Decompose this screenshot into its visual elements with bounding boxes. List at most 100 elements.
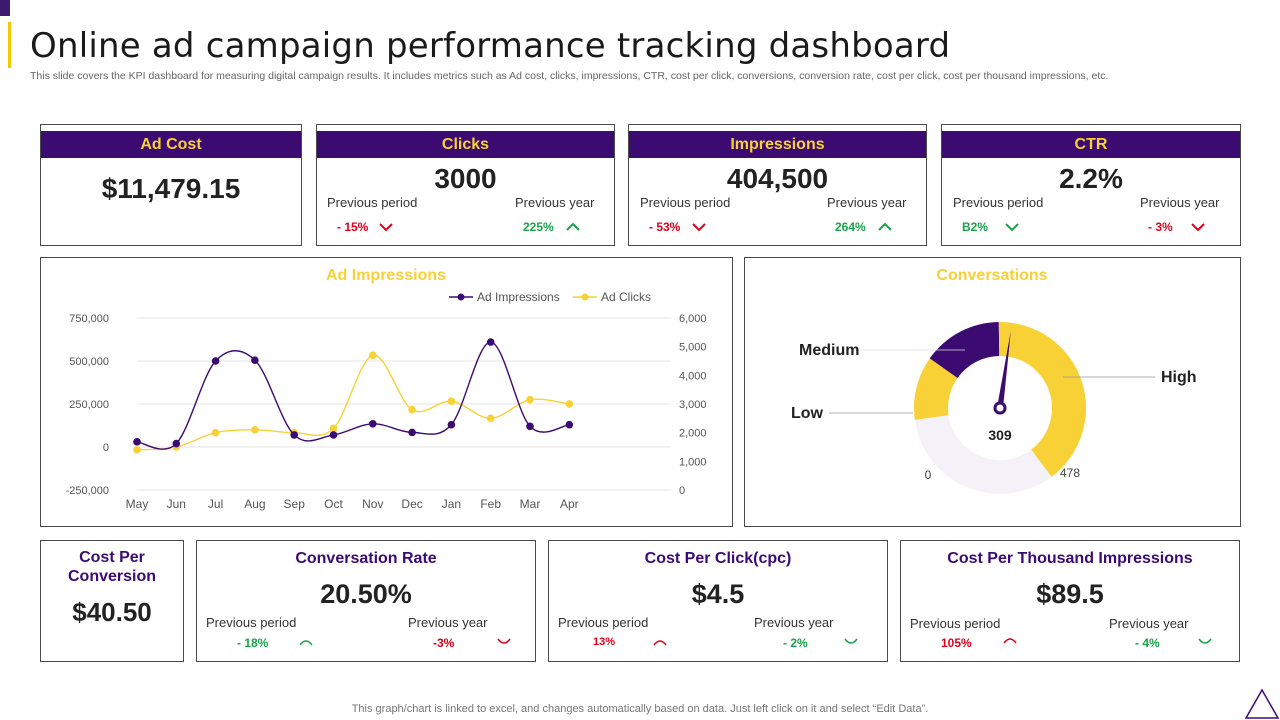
chevron-down-icon [1005, 223, 1019, 232]
cost-per-conversion-value: $40.50 [72, 597, 152, 627]
chevron-down-icon [1198, 638, 1212, 644]
cost-per-click-prev-year-value: - 2% [783, 636, 808, 650]
gauge-min-label: 0 [925, 468, 932, 482]
ad-impressions-panel: Ad Impressions Ad Impressions Ad Clicks 750… [40, 257, 733, 527]
cost-per-click-value: $4.5 [691, 579, 745, 609]
x-tick-label: Mar [520, 497, 541, 511]
cost-per-click-title: Cost Per Click(cpc) [644, 550, 792, 567]
chevron-up-icon [653, 640, 667, 646]
ctr-value: 2.2% [1059, 163, 1123, 194]
ad-clicks-point [486, 414, 495, 423]
conversations-gauge: Conversations Low Medium High 309 0 478 [791, 267, 1197, 494]
chevron-up-icon [878, 222, 892, 231]
gauge-segment-low [914, 358, 958, 420]
conversation-rate-value: 20.50% [320, 579, 412, 609]
gauge-label-medium: Medium [799, 342, 859, 359]
ad-impressions-point [290, 431, 298, 439]
ad-clicks-point [329, 424, 338, 433]
chevron-up-icon [566, 222, 580, 231]
ad-impressions-point [565, 420, 574, 429]
legend-marker-0 [457, 293, 465, 301]
impressions-prev-period-value: - 53% [649, 220, 681, 234]
y-right-tick-label: 3,000 [679, 399, 707, 411]
x-tick-label: Feb [480, 497, 501, 511]
clicks-prev-period-value: - 15% [337, 220, 369, 234]
ad-clicks-point [565, 400, 574, 408]
impressions-card: Impressions 404,500 Previous period Prev… [628, 124, 927, 246]
cpm-value: $89.5 [1036, 579, 1104, 609]
conversations-title: Conversations [936, 267, 1047, 284]
clicks-prev-period-label: Previous period [327, 195, 418, 210]
page-title: Online ad campaign performance tracking … [30, 26, 951, 66]
ad-clicks-point [133, 446, 141, 454]
ad-impressions-point [329, 431, 338, 439]
y-left-tick-label: -250,000 [66, 485, 109, 497]
clicks-card: Clicks 3000 Previous period Previous yea… [316, 124, 615, 246]
ctr-prev-period-value: B2% [962, 220, 989, 234]
x-tick-label: Jan [442, 497, 461, 511]
x-tick-label: May [126, 497, 149, 511]
ad-clicks-point [408, 405, 416, 414]
ad-cost-value: $11,479.15 [101, 173, 241, 204]
chevron-down-icon [844, 638, 858, 644]
y-left-tick-label: 0 [103, 442, 109, 454]
clicks-value: 3000 [434, 163, 497, 194]
y-left-tick-label: 750,000 [69, 313, 109, 325]
ad-clicks-point [447, 397, 456, 405]
gauge-segment-track [914, 415, 1052, 494]
y-right-tick-label: 5,000 [679, 342, 707, 354]
conversation-rate-prev-period-value: - 18% [237, 636, 269, 650]
ad-clicks-point [211, 428, 220, 437]
clicks-title: Clicks [317, 131, 614, 158]
conversation-rate-card: Conversation Rate 20.50% Previous period… [196, 540, 536, 662]
x-tick-label: Jul [208, 497, 223, 511]
ad-impressions-point [526, 422, 534, 431]
cpm-prev-period-label: Previous period [910, 616, 1001, 631]
clicks-prev-year-value: 225% [523, 220, 554, 234]
clicks-prev-year-label: Previous year [515, 195, 595, 210]
impressions-value: 404,500 [726, 163, 829, 194]
page-description: This slide covers the KPI dashboard for … [30, 70, 1109, 82]
gauge-max-label: 478 [1060, 466, 1080, 480]
cpm-prev-year-label: Previous year [1109, 616, 1189, 631]
impressions-prev-period-label: Previous period [640, 195, 731, 210]
chevron-down-icon [1191, 223, 1205, 232]
x-tick-label: Sep [284, 497, 306, 511]
gauge-value-label: 309 [988, 427, 1012, 443]
y-right-tick-label: 6,000 [679, 313, 707, 325]
cpm-card: Cost Per Thousand Impressions $89.5 Prev… [900, 540, 1240, 662]
ad-impressions-point [369, 419, 377, 428]
ad-impressions-point [172, 439, 181, 448]
ctr-prev-year-value: - 3% [1148, 220, 1173, 234]
y-left-tick-label: 250,000 [69, 399, 109, 411]
y-left-tick-label: 500,000 [69, 356, 109, 368]
conversation-rate-prev-period-label: Previous period [206, 615, 297, 630]
footer-note: This graph/chart is linked to excel, and… [351, 703, 929, 715]
gauge-needle-hub [993, 401, 1007, 415]
ad-clicks-point [251, 426, 259, 434]
cpm-prev-period-value: 105% [941, 636, 972, 650]
impressions-prev-year-label: Previous year [827, 195, 907, 210]
ctr-title: CTR [942, 131, 1240, 158]
ad-clicks-point [526, 395, 534, 404]
conversations-panel: Conversations Low Medium High 309 0 478 [744, 257, 1241, 527]
gauge-segment-high [998, 322, 1086, 477]
x-tick-label: Jun [167, 497, 186, 511]
cost-per-click-card: Cost Per Click(cpc) $4.5 Previous period… [548, 540, 888, 662]
x-tick-label: Nov [362, 497, 383, 511]
conversation-rate-title: Conversation Rate [295, 550, 437, 567]
y-right-tick-label: 1,000 [679, 456, 707, 468]
cost-per-conversion-card: Cost Per Conversion $40.50 [40, 540, 184, 662]
cpm-title: Cost Per Thousand Impressions [947, 550, 1193, 567]
x-tick-label: Oct [324, 497, 343, 511]
ad-cost-card: Ad Cost $11,479.15 [40, 124, 302, 246]
impressions-prev-year-value: 264% [835, 220, 866, 234]
chevron-up-icon [1003, 638, 1017, 644]
cost-per-conversion-title-line1: Cost Per [79, 549, 145, 566]
chevron-down-icon [497, 638, 511, 644]
cost-per-click-prev-year-label: Previous year [754, 615, 834, 630]
x-tick-label: Aug [244, 497, 265, 511]
cost-per-click-prev-period-label: Previous period [558, 615, 649, 630]
y-right-tick-label: 0 [679, 485, 685, 497]
corner-mark [0, 0, 10, 16]
